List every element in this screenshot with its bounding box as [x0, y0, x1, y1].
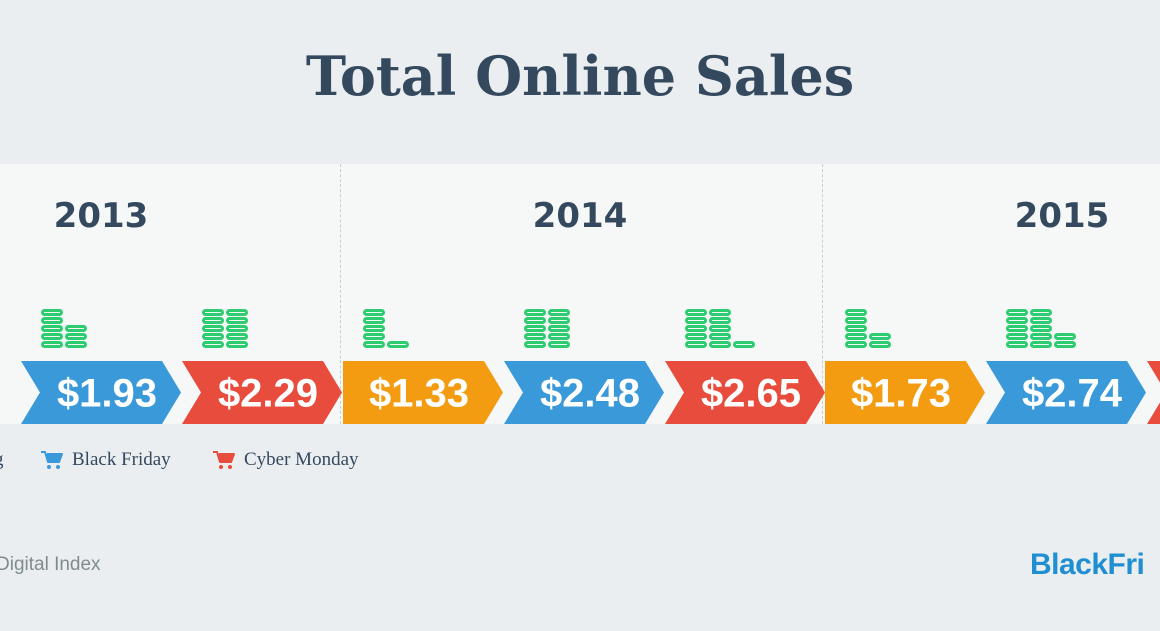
- sales-bar-2014-orange: [343, 361, 503, 424]
- data-label: $2.29: [218, 372, 318, 416]
- coin-stack-icon: [41, 309, 87, 348]
- legend-label: g: [0, 449, 4, 471]
- coin-stack-icon: [524, 309, 570, 348]
- coin-stack-icon: [363, 309, 409, 348]
- source-note: Digital Index: [0, 554, 101, 575]
- legend-label: Black Friday: [72, 449, 171, 470]
- legend-item-cyber-monday: Cyber Monday: [212, 448, 359, 472]
- coin-stack-icon: [1006, 309, 1076, 348]
- sales-bar-2014-red: [665, 361, 825, 424]
- year-divider: [822, 164, 823, 424]
- sales-bar-2013-red: [182, 361, 342, 424]
- data-label: $2.74: [1022, 372, 1123, 416]
- data-label: $2.48: [540, 372, 640, 416]
- year-divider: [340, 164, 341, 424]
- sales-bar-2014-blue: [504, 361, 664, 424]
- legend-item-orange: g: [0, 448, 4, 472]
- cart-icon: [41, 451, 63, 469]
- sales-bar-2015-red: [1147, 361, 1160, 424]
- brand-logo: BlackFri: [1030, 548, 1145, 581]
- coin-stack-icon: [202, 309, 248, 348]
- year-label-2015: 2015: [1014, 196, 1110, 236]
- year-label-2014: 2014: [532, 196, 628, 236]
- sales-bar-2013-blue: [21, 361, 181, 424]
- sales-chart: $1.93 $2.29 $1.33 $2.48 $2.65 $1.73 $2.74: [21, 309, 1160, 424]
- data-label: $1.93: [57, 372, 157, 416]
- coin-stack-icon: [685, 309, 755, 348]
- chart-title: Total Online Sales: [305, 44, 855, 108]
- legend-label: Cyber Monday: [244, 449, 359, 470]
- sales-bar-2015-blue: [986, 361, 1146, 424]
- sales-bar-2015-orange: [825, 361, 985, 424]
- coin-stack-icon: [845, 309, 891, 348]
- data-label: $1.73: [851, 372, 951, 416]
- legend-item-black-friday: Black Friday: [40, 448, 171, 472]
- data-label: $2.65: [701, 372, 801, 416]
- year-label-2013: 2013: [53, 196, 149, 236]
- data-label: $1.33: [369, 372, 469, 416]
- cart-icon: [213, 451, 235, 469]
